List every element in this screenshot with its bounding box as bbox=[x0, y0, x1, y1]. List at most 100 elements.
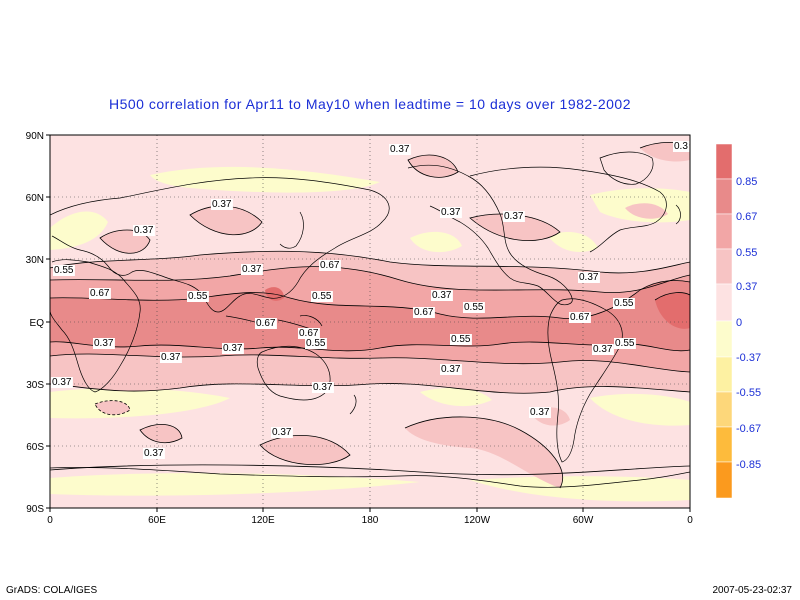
colorbar-swatch bbox=[715, 461, 733, 499]
contour-label: 0.55 bbox=[614, 298, 634, 309]
colorbar-swatch bbox=[715, 426, 733, 463]
contour-label-box bbox=[389, 144, 411, 155]
contour-label: 0.3 bbox=[674, 141, 688, 152]
footer-timestamp: 2007-05-23-02:37 bbox=[712, 585, 792, 596]
contour bbox=[50, 266, 690, 294]
contour-label: 0.67 bbox=[299, 328, 319, 339]
lat-label: 30S bbox=[26, 380, 44, 391]
contour-label: 0.37 bbox=[441, 364, 461, 375]
map-title: H500 correlation for Apr11 to May10 when… bbox=[109, 96, 631, 112]
contour-label: 0.67 bbox=[414, 307, 434, 318]
contour-label: 0.55 bbox=[54, 265, 74, 276]
contour bbox=[404, 416, 563, 489]
colorbar-swatch bbox=[715, 391, 733, 428]
contour-label-box bbox=[440, 364, 462, 375]
field-037 bbox=[260, 435, 350, 465]
colorbar-labels: 0.85 0.67 0.55 0.37 0 -0.37 -0.55 -0.67 … bbox=[736, 176, 761, 471]
contour-label: 0.37 bbox=[579, 272, 599, 283]
contour-label: 0.37 bbox=[441, 207, 461, 218]
contour-label: 0.37 bbox=[144, 448, 164, 459]
lon-label: 120E bbox=[251, 515, 275, 526]
field-patch bbox=[590, 393, 690, 426]
contour-label-box bbox=[311, 291, 333, 302]
colorbar-swatch bbox=[715, 356, 733, 393]
contour-label: 0.37 bbox=[272, 427, 292, 438]
colorbar-label: 0.67 bbox=[736, 211, 757, 223]
coastline-north-america bbox=[407, 164, 573, 306]
coastline-arctic-americas bbox=[469, 166, 667, 253]
colorbar-swatch bbox=[715, 143, 733, 180]
contour-label-box bbox=[578, 272, 600, 283]
coastlines bbox=[50, 151, 690, 488]
lon-label: 0 bbox=[47, 515, 53, 526]
colorbar-label: -0.55 bbox=[736, 387, 761, 399]
lon-label: 60E bbox=[148, 515, 166, 526]
contour bbox=[407, 154, 459, 178]
contour-label: 0.37 bbox=[432, 290, 452, 301]
lat-label: 60N bbox=[26, 193, 44, 204]
field-patch bbox=[548, 232, 598, 252]
contour-label: 0.37 bbox=[134, 225, 154, 236]
coastline-greenland bbox=[599, 151, 654, 185]
contour-label: 0.67 bbox=[256, 318, 276, 329]
contour-label: 0.37 bbox=[593, 344, 613, 355]
contour-label-box bbox=[133, 225, 155, 236]
contour-label-box bbox=[305, 338, 327, 349]
field-patch bbox=[50, 473, 420, 496]
contour-label-box bbox=[222, 343, 244, 354]
contour-label-box bbox=[298, 328, 320, 339]
contour-label-box bbox=[503, 211, 525, 222]
contour-label: 0.37 bbox=[161, 352, 181, 363]
contour-label-box bbox=[463, 302, 485, 313]
contour-label-box bbox=[51, 377, 73, 388]
contour-label-box bbox=[613, 298, 635, 309]
contour-label: 0.55 bbox=[615, 338, 635, 349]
grid-lines bbox=[50, 135, 690, 508]
contour-label-box bbox=[160, 352, 182, 363]
contour-label: 0.37 bbox=[242, 264, 262, 275]
contour-labels: 0.37 0.37 0.37 0.37 0.37 0.37 0.37 0.37 … bbox=[51, 141, 690, 459]
colorbar-label: 0 bbox=[736, 317, 742, 329]
contour bbox=[654, 292, 690, 301]
lat-labels: 90N 60N 30N EQ 30S 60S 90S bbox=[26, 131, 45, 515]
contour-label-box bbox=[241, 264, 263, 275]
contour bbox=[50, 464, 690, 476]
contour-label-box bbox=[93, 338, 115, 349]
contour-label: 0.37 bbox=[223, 343, 243, 354]
contour-label: 0.37 bbox=[530, 407, 550, 418]
lat-label: 30N bbox=[26, 255, 44, 266]
contour-label-box bbox=[312, 382, 334, 393]
field-patch bbox=[470, 476, 690, 502]
contour-label: 0.67 bbox=[320, 260, 340, 271]
contour-label-box bbox=[440, 207, 462, 218]
lat-label: EQ bbox=[30, 318, 45, 329]
coastline-south-america bbox=[547, 298, 623, 463]
contour-label-box bbox=[450, 334, 472, 345]
field-patch bbox=[420, 387, 492, 407]
contour-label-box bbox=[673, 141, 690, 152]
contour-label: 0.37 bbox=[390, 144, 410, 155]
coastline-eurasia bbox=[50, 177, 390, 313]
contour bbox=[50, 353, 690, 373]
contour bbox=[469, 213, 561, 241]
contour-label: 0.55 bbox=[188, 291, 208, 302]
field-037 bbox=[405, 416, 563, 488]
field-patch bbox=[50, 211, 108, 250]
footer-credit: GrADS: COLA/IGES bbox=[6, 585, 98, 596]
contour-label-box bbox=[529, 407, 551, 418]
coastline-japan bbox=[279, 211, 304, 249]
contour-label: 0.37 bbox=[52, 377, 72, 388]
contour-label: 0.37 bbox=[94, 338, 114, 349]
field-patch bbox=[410, 231, 462, 253]
contour bbox=[139, 424, 183, 444]
colorbar bbox=[715, 143, 733, 499]
contour-label-box bbox=[211, 199, 233, 210]
coastline-africa bbox=[50, 259, 141, 393]
contour bbox=[99, 229, 151, 254]
lat-label: 90N bbox=[26, 131, 44, 142]
lat-label: 90S bbox=[26, 504, 44, 515]
lon-label: 0 bbox=[687, 515, 693, 526]
contour-label: 0.55 bbox=[451, 334, 471, 345]
colorbar-swatch bbox=[715, 320, 733, 358]
contour-label-box bbox=[431, 290, 453, 301]
